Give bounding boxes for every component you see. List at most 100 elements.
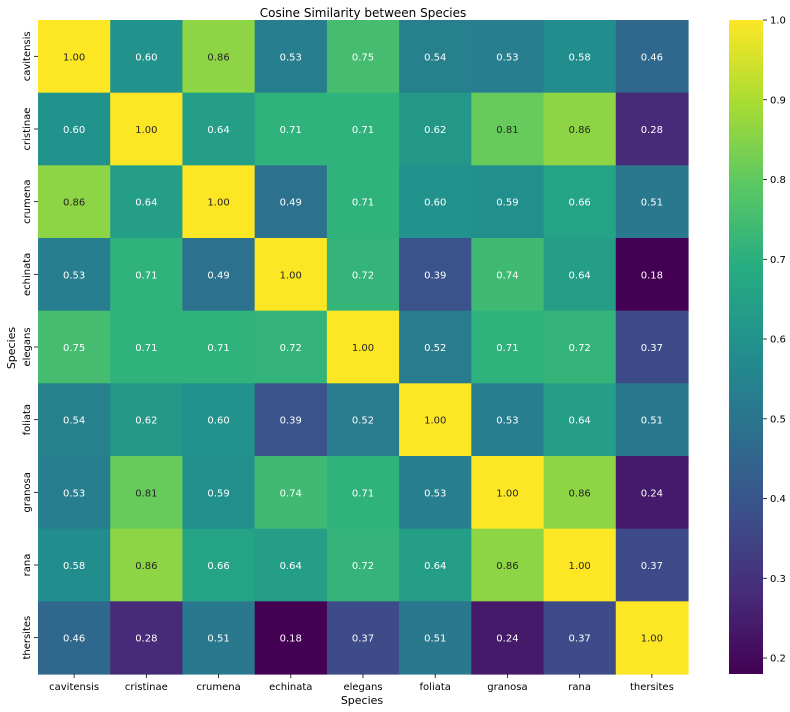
heatmap-cell [182, 601, 256, 675]
cell-value-label: 0.64 [424, 561, 446, 572]
x-axis-label: Species [341, 694, 384, 707]
x-tick-label: echinata [269, 682, 312, 693]
cell-value-label: 0.72 [352, 561, 374, 572]
cell-value-label: 0.37 [641, 343, 663, 354]
y-tick-label: cristinae [22, 108, 33, 151]
cell-value-label: 0.72 [280, 343, 302, 354]
cell-value-label: 0.53 [496, 52, 518, 63]
cell-value-label: 0.46 [63, 634, 85, 645]
colorbar [729, 20, 763, 674]
x-tick-label: rana [568, 682, 591, 693]
cell-value-label: 0.37 [569, 634, 591, 645]
cell-value-label: 0.86 [496, 561, 518, 572]
heatmap-cell [326, 456, 400, 530]
colorbar-tick-label: 0.3 [770, 574, 786, 585]
cell-value-label: 0.28 [135, 634, 157, 645]
cell-value-label: 0.71 [280, 125, 302, 136]
y-tick-label: echinata [22, 253, 33, 296]
y-tick-label: cavitensis [22, 31, 33, 81]
cell-value-label: 0.71 [496, 343, 518, 354]
heatmap-cell [471, 20, 545, 94]
heatmap-cell [254, 238, 328, 312]
heatmap-cell [471, 92, 545, 166]
heatmap-cell [182, 383, 256, 457]
heatmap-cell [38, 383, 111, 457]
heatmap-cell [615, 383, 689, 457]
heatmap-cell [326, 310, 400, 384]
cell-value-label: 1.00 [63, 52, 85, 63]
heatmap-cell [543, 238, 617, 312]
cell-value-label: 0.53 [63, 488, 85, 499]
heatmap-cell [399, 20, 472, 94]
heatmap-cell [182, 456, 256, 530]
colorbar-tick-label: 0.8 [770, 175, 786, 186]
cell-value-label: 0.24 [641, 488, 663, 499]
heatmap-cell [471, 528, 545, 602]
cell-value-label: 0.66 [207, 561, 229, 572]
y-tick-label: rana [22, 554, 33, 577]
heatmap-cells: 1.00 0.60 0.86 0.53 0.75 0.54 0.53 0.58 0.46 0.60… [38, 20, 689, 675]
colorbar-tick-label: 0.5 [770, 414, 786, 425]
heatmap-cell [110, 238, 184, 312]
y-tick-label: thersites [22, 616, 33, 660]
cell-value-label: 0.86 [135, 561, 157, 572]
cell-value-label: 0.66 [569, 198, 591, 209]
heatmap-cell [471, 310, 545, 384]
heatmap-cell [399, 528, 472, 602]
cell-value-label: 0.59 [496, 198, 518, 209]
heatmap-cell [254, 310, 328, 384]
heatmap-cell [543, 92, 617, 166]
heatmap-cell [543, 165, 617, 239]
x-tick-label: cristinae [125, 682, 168, 693]
cell-value-label: 0.18 [641, 270, 663, 281]
heatmap-cell [399, 456, 472, 530]
cell-value-label: 0.28 [641, 125, 663, 136]
cell-value-label: 0.37 [641, 561, 663, 572]
heatmap-cell [110, 165, 184, 239]
cell-value-label: 0.81 [496, 125, 518, 136]
cell-value-label: 0.64 [569, 416, 591, 427]
cell-value-label: 0.60 [424, 198, 446, 209]
heatmap-cell [110, 456, 184, 530]
heatmap-cell [615, 92, 689, 166]
cell-value-label: 0.59 [207, 488, 229, 499]
heatmap-cell [254, 20, 328, 94]
heatmap-cell [38, 528, 111, 602]
heatmap-cell [399, 238, 472, 312]
heatmap-cell [615, 310, 689, 384]
heatmap-cell [471, 383, 545, 457]
cell-value-label: 0.51 [641, 416, 663, 427]
cell-value-label: 0.54 [424, 52, 446, 63]
heatmap-cell [326, 528, 400, 602]
heatmap-cell [254, 456, 328, 530]
heatmap-cell [471, 456, 545, 530]
x-tick-label: elegans [343, 682, 382, 693]
cell-value-label: 1.00 [135, 125, 157, 136]
cell-value-label: 0.60 [63, 125, 85, 136]
cell-value-label: 0.60 [207, 416, 229, 427]
cell-value-label: 1.00 [352, 343, 374, 354]
y-tick-label: elegans [22, 327, 33, 366]
cell-value-label: 0.71 [207, 343, 229, 354]
cell-value-label: 0.37 [352, 634, 374, 645]
y-tick-labels: cavitensis cristinae crumena echinata elegan… [22, 31, 38, 660]
cell-value-label: 0.75 [352, 52, 374, 63]
x-tick-label: thersites [630, 682, 674, 693]
heatmap-cell [471, 165, 545, 239]
colorbar-tick-label: 0.2 [770, 654, 786, 665]
cell-value-label: 0.18 [280, 634, 302, 645]
cell-value-label: 0.51 [641, 198, 663, 209]
heatmap-cell [399, 383, 472, 457]
heatmap-cell [399, 310, 472, 384]
cell-value-label: 0.58 [569, 52, 591, 63]
heatmap-cell [326, 92, 400, 166]
y-tick-label: granosa [22, 472, 33, 512]
cell-value-label: 0.71 [352, 198, 374, 209]
cell-value-label: 0.52 [352, 416, 374, 427]
cell-value-label: 0.64 [207, 125, 229, 136]
cell-value-label: 0.51 [207, 634, 229, 645]
cell-value-label: 1.00 [641, 634, 663, 645]
x-tick-labels: cavitensis cristinae crumena echinata elegan… [49, 674, 674, 693]
heatmap-cell [110, 601, 184, 675]
